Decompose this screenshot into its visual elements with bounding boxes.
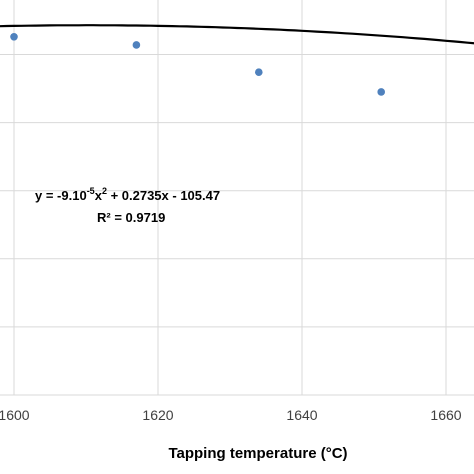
data-point — [254, 68, 263, 76]
grid — [0, 0, 474, 396]
trendline — [0, 24, 474, 45]
data-point — [377, 88, 386, 96]
x-tick-label: 1660 — [430, 407, 461, 423]
x-tick-label: 1600 — [0, 407, 30, 423]
x-tick-labels: 1600162016401660168017001720 — [0, 407, 462, 423]
x-axis-title: Tapping temperature (°C) — [168, 445, 347, 462]
data-points — [10, 32, 386, 96]
x-tick-label: 1620 — [142, 407, 173, 423]
trendline-equation: y = -9.10-5x2 + 0.2735x - 105.47 — [35, 186, 220, 203]
x-tick-label: 1640 — [286, 407, 317, 423]
data-point — [132, 41, 141, 49]
r-squared-label: R² = 0.9719 — [97, 210, 165, 225]
data-point — [10, 32, 18, 41]
